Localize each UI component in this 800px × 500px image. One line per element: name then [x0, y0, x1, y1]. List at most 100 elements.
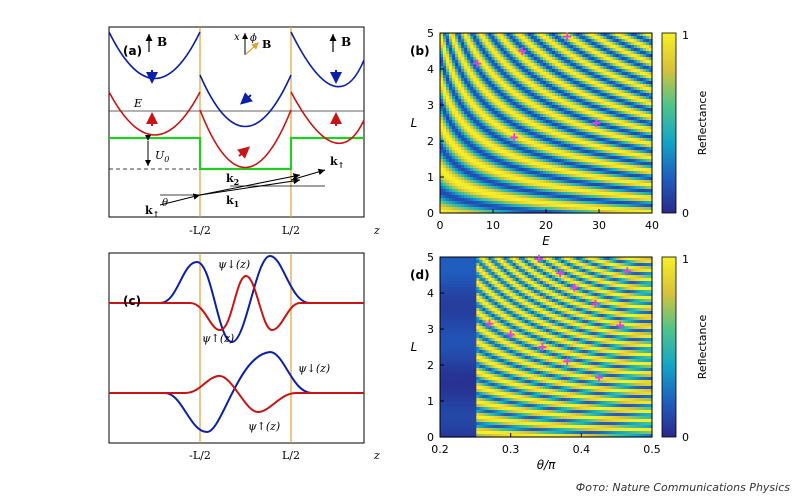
heatmap-cell	[609, 84, 614, 88]
heatmap-cell	[446, 434, 450, 438]
heatmap-cell	[530, 147, 535, 151]
heatmap-cell	[585, 42, 589, 46]
heatmap-cell	[488, 207, 493, 211]
heatmap-cell	[561, 171, 565, 175]
heatmap-cell	[621, 36, 626, 40]
heatmap-cell	[558, 138, 562, 142]
heatmap-cell	[636, 144, 641, 148]
heatmap-cell	[512, 93, 517, 97]
heatmap-cell	[536, 186, 541, 190]
heatmap-cell	[458, 305, 462, 309]
heatmap-cell	[597, 120, 602, 124]
heatmap-cell	[443, 210, 447, 214]
heatmap-cell	[573, 75, 577, 79]
heatmap-cell	[527, 168, 532, 172]
heatmap-cell	[582, 69, 586, 73]
heatmap-cell	[479, 90, 483, 94]
heatmap-cell	[612, 192, 617, 196]
heatmap-cell	[533, 42, 538, 46]
heatmap-cell	[509, 90, 514, 94]
heatmap-cell	[485, 57, 490, 61]
heatmap-cell	[446, 299, 450, 303]
heatmap-cell	[485, 36, 490, 40]
heatmap-cell	[500, 33, 505, 37]
heatmap-cell	[561, 78, 565, 82]
heatmap-cell	[558, 111, 562, 115]
heatmap-cell	[485, 144, 490, 148]
heatmap-cell	[515, 81, 520, 85]
heatmap-cell	[536, 45, 541, 49]
heatmap-cell	[585, 102, 589, 106]
heatmap-cell	[627, 114, 632, 118]
heatmap-cell	[518, 183, 523, 187]
heatmap-cell	[585, 186, 589, 190]
heatmap-cell	[630, 90, 635, 94]
heatmap-cell	[485, 174, 490, 178]
heatmap-cell	[494, 36, 499, 40]
heatmap-cell	[524, 45, 529, 49]
heatmap-cell	[458, 144, 462, 148]
heatmap-cell	[458, 386, 462, 390]
heatmap-cell	[476, 111, 480, 115]
heatmap-cell	[567, 114, 571, 118]
heatmap-cell	[527, 66, 532, 70]
heatmap-cell	[582, 186, 586, 190]
heatmap-cell	[624, 105, 629, 109]
heatmap-cell	[609, 126, 614, 130]
heatmap-cell	[497, 51, 502, 55]
heatmap-cell	[485, 99, 490, 103]
heatmap-cell	[473, 48, 477, 52]
heatmap-cell	[624, 99, 629, 103]
heatmap-cell	[536, 75, 541, 79]
heatmap-cell	[503, 168, 508, 172]
heatmap-cell	[452, 257, 456, 261]
heatmap-cell	[645, 159, 650, 163]
heatmap-cell	[539, 66, 544, 70]
heatmap-cell	[576, 165, 580, 169]
heatmap-cell	[497, 75, 502, 79]
heatmap-cell	[479, 129, 483, 133]
heatmap-cell	[527, 33, 532, 37]
heatmap-cell	[546, 135, 550, 139]
heatmap-cell	[633, 123, 638, 127]
heatmap-cell	[639, 180, 644, 184]
heatmap-cell	[600, 201, 605, 205]
heatmap-cell	[570, 57, 574, 61]
heatmap-cell	[482, 174, 487, 178]
heatmap-cell	[597, 207, 602, 211]
heatmap-cell	[449, 132, 453, 136]
heatmap-cell	[612, 54, 617, 58]
heatmap-cell	[455, 135, 459, 139]
heatmap-cell	[552, 198, 556, 202]
heatmap-cell	[600, 186, 605, 190]
heatmap-cell	[503, 141, 508, 145]
heatmap-cell	[618, 117, 623, 121]
heatmap-cell	[594, 105, 599, 109]
heatmap-cell	[585, 177, 589, 181]
heatmap-cell	[585, 120, 589, 124]
heatmap-cell	[539, 90, 544, 94]
heatmap-cell	[449, 108, 453, 112]
heatmap-cell	[467, 192, 471, 196]
heatmap-cell	[576, 114, 580, 118]
heatmap-cell	[603, 45, 608, 49]
heatmap-cell	[506, 75, 511, 79]
heatmap-cell	[440, 425, 444, 429]
heatmap-cell	[642, 36, 647, 40]
heatmap-cell	[443, 60, 447, 64]
heatmap-cell	[515, 72, 520, 76]
heatmap-cell	[624, 177, 629, 181]
heatmap-cell	[449, 75, 453, 79]
heatmap-cell	[524, 171, 529, 175]
heatmap-cell	[506, 147, 511, 151]
heatmap-cell	[467, 428, 471, 432]
heatmap-cell	[464, 287, 468, 291]
heatmap-cell	[512, 180, 517, 184]
heatmap-cell	[443, 320, 447, 324]
heatmap-cell	[539, 105, 544, 109]
heatmap-cell	[555, 78, 559, 82]
heatmap-cell	[452, 422, 456, 426]
heatmap-cell	[558, 153, 562, 157]
heatmap-cell	[446, 404, 450, 408]
heatmap-cell	[518, 96, 523, 100]
